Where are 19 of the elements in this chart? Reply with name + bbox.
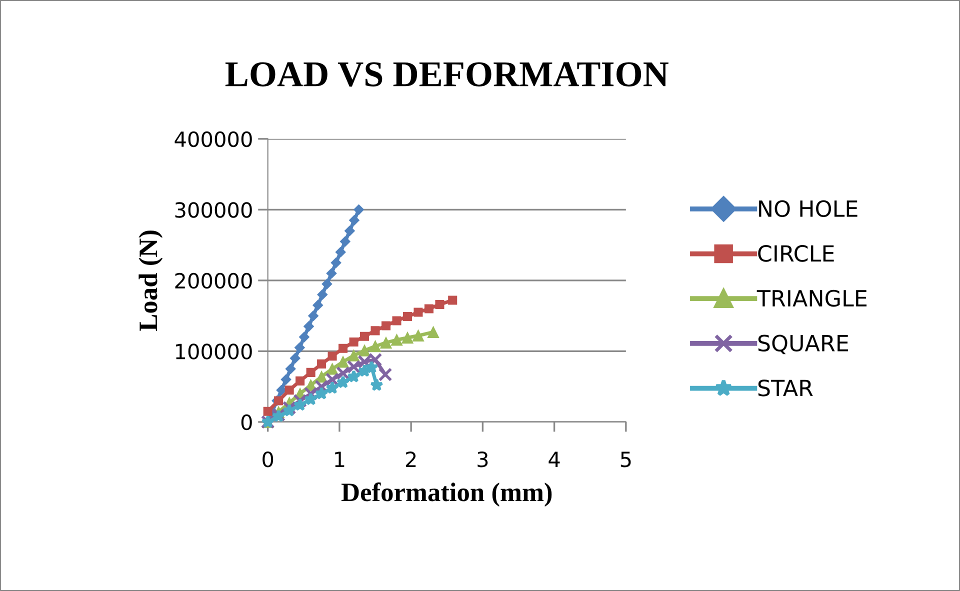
x-axis-title: Deformation (mm) (341, 482, 552, 507)
y-tick-label: 300000 (175, 202, 252, 218)
legend-label: STAR (758, 380, 813, 396)
legend-label: CIRCLE (758, 245, 834, 262)
legend-label: SQUARE (758, 334, 848, 354)
x-tick-label: 4 (548, 452, 560, 467)
y-tick-label: 400000 (174, 131, 252, 148)
legend-label: NO HOLE (759, 200, 858, 218)
x-tick-label: 1 (335, 452, 344, 467)
x-tick-label: 5 (620, 452, 631, 468)
y-tick-label: 0 (241, 414, 252, 430)
x-tick-label: 3 (478, 452, 488, 468)
chart-title: LOAD VS DEFORMATION (225, 62, 668, 87)
x-tick-label: 2 (406, 452, 416, 467)
x-tick-label: 0 (262, 452, 274, 468)
y-tick-label: 200000 (175, 272, 252, 289)
y-tick-label: 100000 (176, 344, 252, 360)
legend-label: TRIANGLE (756, 290, 867, 307)
y-axis-title: Load (N) (138, 230, 163, 331)
